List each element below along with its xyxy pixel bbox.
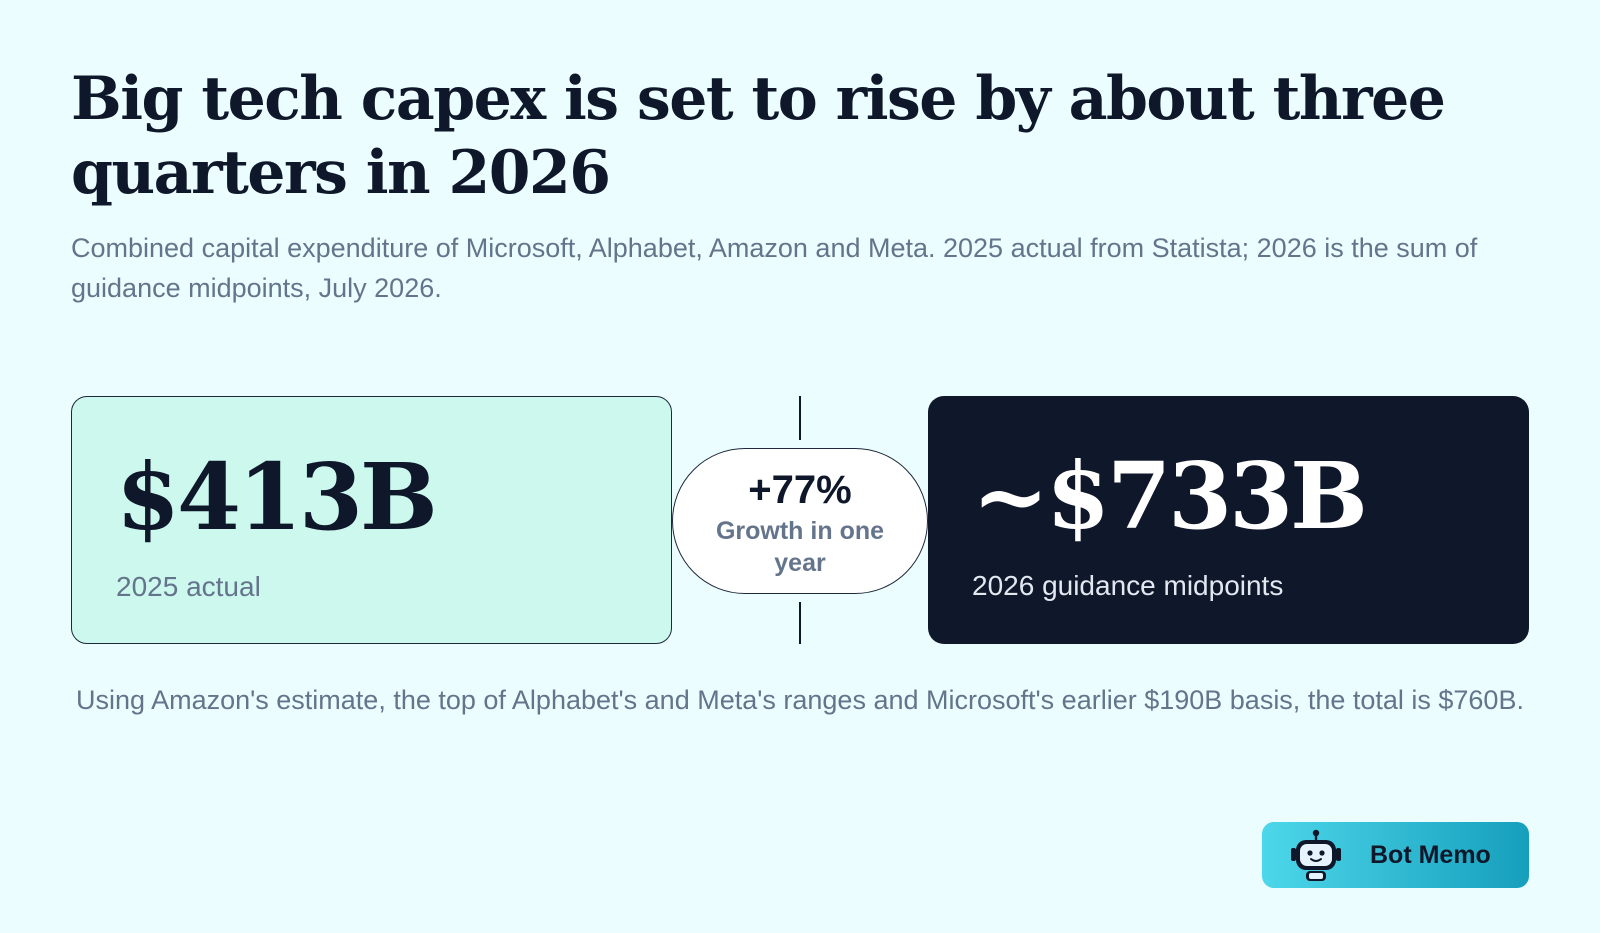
value-2026: ~$733B [972, 442, 1368, 550]
brand-name: Bot Memo [1370, 841, 1491, 869]
robot-icon [1291, 829, 1341, 881]
page-title: Big tech capex is set to rise by about t… [71, 64, 1446, 208]
connector-line-bottom [799, 602, 801, 644]
card-2026-guidance: ~$733B 2026 guidance midpoints [928, 396, 1529, 644]
label-2025: 2025 actual [116, 571, 261, 602]
brand-badge: Bot Memo [1262, 822, 1529, 888]
growth-value: +77% [748, 468, 852, 512]
card-2025-actual: $413B 2025 actual [71, 396, 672, 644]
label-2026: 2026 guidance midpoints [972, 570, 1284, 601]
footnote: Using Amazon's estimate, the top of Alph… [76, 685, 1524, 715]
growth-label: Growth in one year [715, 517, 885, 577]
value-2025: $413B [116, 443, 438, 551]
page-subtitle: Combined capital expenditure of Microsof… [71, 233, 1478, 303]
growth-pill: +77% Growth in one year [672, 448, 928, 594]
connector-line-top [799, 396, 801, 440]
